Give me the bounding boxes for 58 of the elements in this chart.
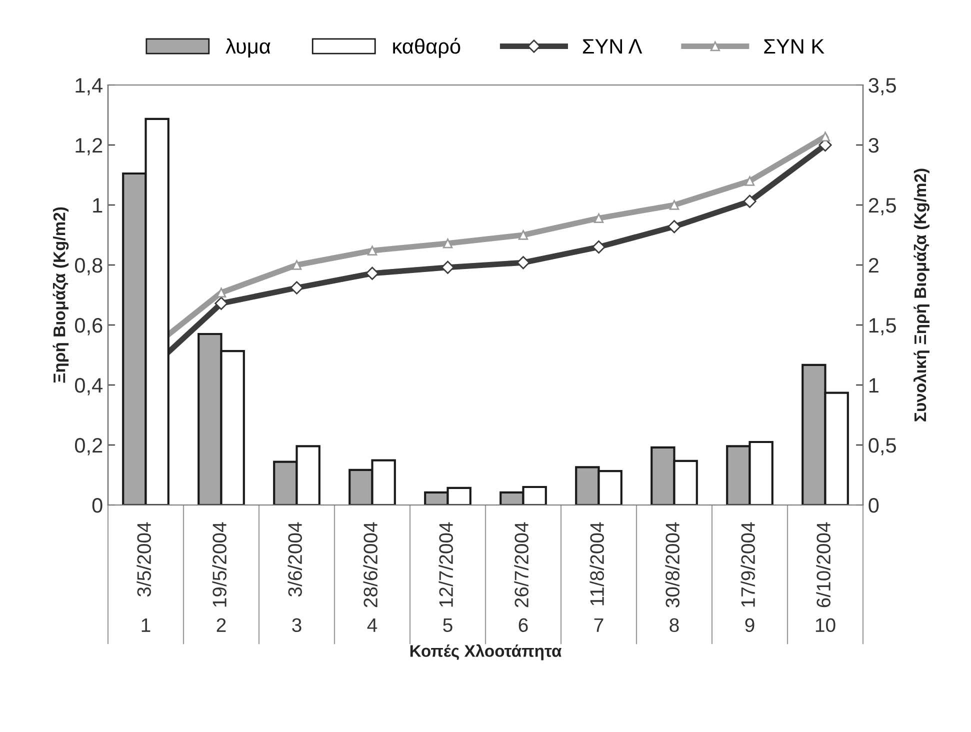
y-tick-label: 0,4 xyxy=(74,378,103,396)
y2-tick-label: 1,5 xyxy=(869,318,896,336)
y-tick-label: 0,2 xyxy=(74,438,102,456)
text: 6 xyxy=(518,618,528,632)
text: 7 xyxy=(594,618,604,632)
point xyxy=(441,260,454,274)
text: 4 xyxy=(367,618,378,632)
text: 9 xyxy=(745,618,754,632)
text: 8 xyxy=(670,618,679,632)
point xyxy=(214,296,228,310)
x-tick-label: 30/8/2004 xyxy=(665,522,680,608)
point xyxy=(518,230,528,240)
y-tick-label: 0,8 xyxy=(74,258,102,276)
point xyxy=(442,238,453,248)
point xyxy=(290,281,304,294)
text: 10 xyxy=(816,618,836,632)
point xyxy=(367,246,378,256)
x-tick-label: 3/5/2004 xyxy=(136,522,151,597)
y2-tick-label: 0 xyxy=(868,498,879,513)
text: 3 xyxy=(292,618,302,632)
text: 5 xyxy=(443,618,452,632)
y-tick-label: 1 xyxy=(93,198,102,213)
y2-tick-label: 3,5 xyxy=(868,78,896,96)
x-tick-label: 12/7/2004 xyxy=(438,522,453,607)
y-tick-label: 0 xyxy=(92,498,102,513)
y2-tick-label: 2 xyxy=(868,258,878,273)
point xyxy=(594,213,604,224)
x-tick-label: 26/7/2004 xyxy=(514,522,528,608)
y2-tick-label: 3 xyxy=(868,138,879,153)
legend-label: λυμα xyxy=(226,38,270,58)
x-axis-title: Κοπές Χλοοτάπητα xyxy=(410,644,562,660)
point xyxy=(669,200,680,210)
y-tick-label: 0,6 xyxy=(74,318,102,336)
x-tick-label: 19/5/2004 xyxy=(212,522,226,607)
legend-label: καθαρό xyxy=(393,38,460,58)
point xyxy=(592,240,606,254)
y2-tick-label: 1 xyxy=(869,378,878,393)
point xyxy=(743,194,756,208)
y2-tick-label: 2,5 xyxy=(868,198,896,216)
x-tick-label: 11/8/2004 xyxy=(590,522,604,606)
x-tick-label: 6/10/2004 xyxy=(816,522,830,608)
text: 1 xyxy=(142,618,150,632)
point xyxy=(366,266,379,280)
x-tick-label: 3/6/2004 xyxy=(288,522,302,597)
y-tick-label: 1,2 xyxy=(76,138,102,156)
legend-label: ΣΥΝ Κ xyxy=(764,39,824,54)
y2-tick-label: 0,5 xyxy=(868,438,896,456)
text: 2 xyxy=(216,618,226,632)
point xyxy=(668,220,681,234)
point xyxy=(744,176,755,186)
point xyxy=(516,256,530,270)
x-tick-label: 17/9/2004 xyxy=(740,522,755,607)
y-axis-title: Ξηρή Βιομάζα (Kg/m2) xyxy=(52,207,69,383)
legend-label: ΣΥΝ Λ xyxy=(582,39,642,54)
y2-axis-title: Συνολική Ξηρή Βιομάζα (Kg/m2) xyxy=(913,168,930,422)
y-tick-label: 1,4 xyxy=(76,78,103,96)
x-tick-label: 28/6/2004 xyxy=(363,522,378,608)
point xyxy=(292,260,302,270)
